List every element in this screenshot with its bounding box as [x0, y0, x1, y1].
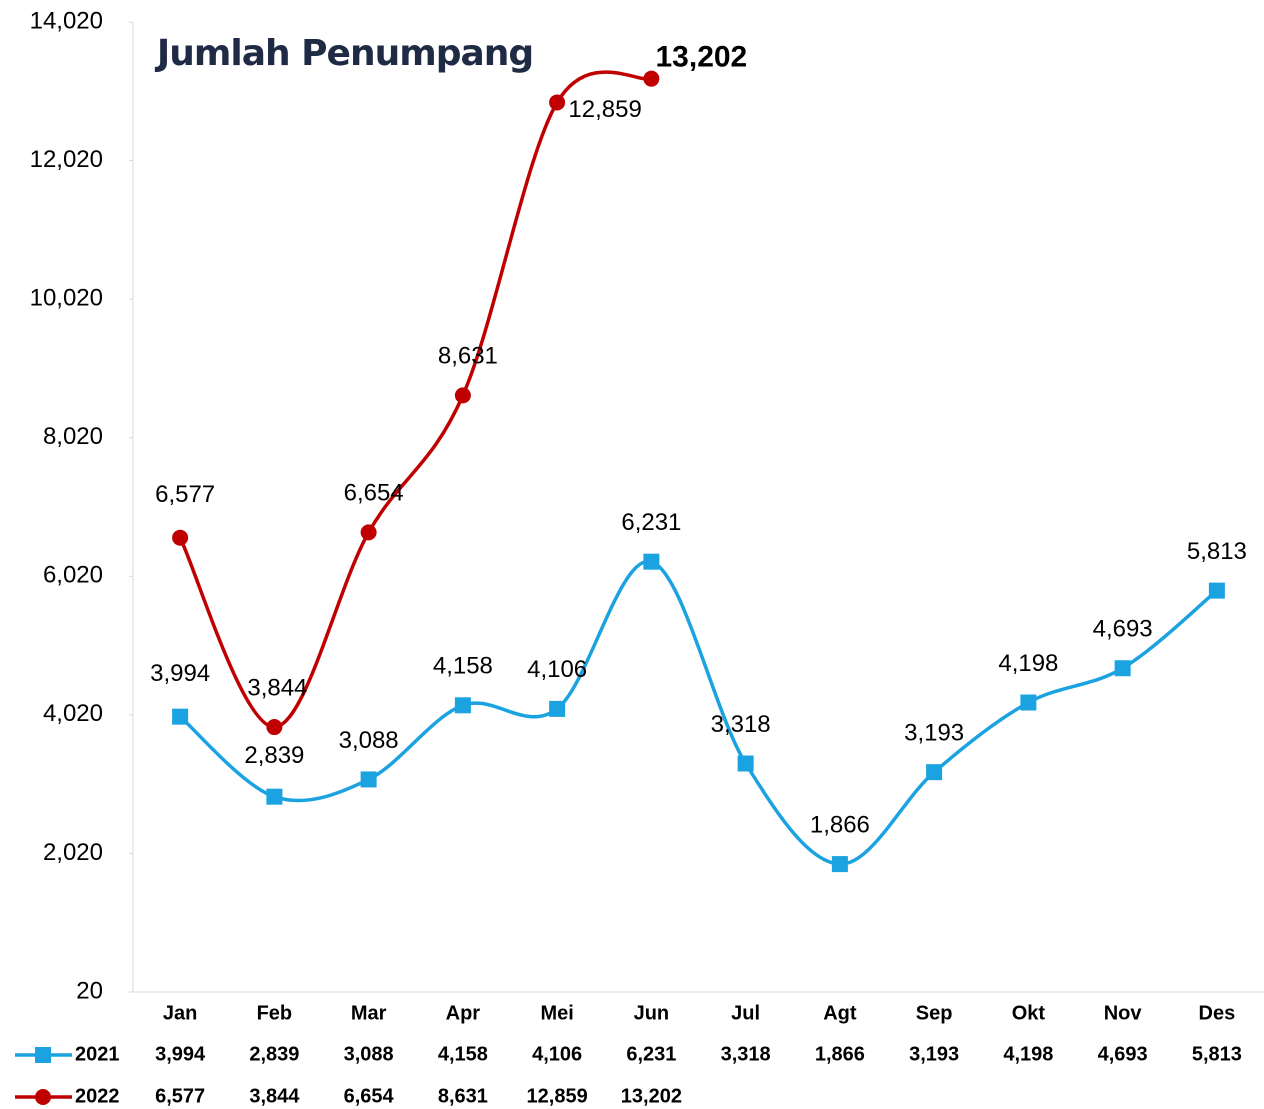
y-tick-label: 4,020	[43, 700, 103, 727]
table-cell: 4,693	[1098, 1043, 1148, 1065]
data-label: 3,193	[904, 720, 964, 747]
table-cell: 6,654	[344, 1085, 395, 1107]
x-tick-label: Feb	[257, 1002, 293, 1024]
data-label: 5,813	[1187, 538, 1247, 565]
x-tick-label: Apr	[446, 1002, 481, 1024]
data-label: 3,994	[150, 660, 210, 687]
table-cell: 6,231	[626, 1043, 676, 1065]
marker	[549, 700, 566, 717]
marker	[172, 708, 189, 725]
marker	[549, 94, 566, 111]
data-label: 13,202	[655, 41, 747, 74]
marker	[1114, 660, 1131, 677]
table-cell: 3,193	[909, 1043, 959, 1065]
table-cell: 12,859	[527, 1085, 588, 1107]
data-label: 4,106	[527, 656, 587, 683]
marker	[926, 764, 943, 781]
series-line	[178, 70, 652, 729]
data-label: 4,198	[998, 650, 1058, 677]
marker	[172, 529, 189, 546]
data-label: 6,231	[621, 509, 681, 536]
data-label: 3,318	[711, 711, 771, 738]
chart-title: Jumlah Penumpang	[154, 33, 533, 74]
x-tick-label: Sep	[916, 1002, 953, 1024]
data-label: 3,844	[247, 674, 307, 701]
marker	[266, 719, 283, 736]
y-tick-label: 8,020	[43, 423, 103, 450]
x-tick-label: Jun	[634, 1002, 670, 1024]
legend-label: 2021	[75, 1043, 120, 1065]
table-cell: 4,158	[438, 1043, 488, 1065]
table-cell: 13,202	[621, 1085, 682, 1107]
table-cell: 2,839	[249, 1043, 299, 1065]
x-tick-label: Jan	[163, 1002, 197, 1024]
x-tick-label: Nov	[1104, 1002, 1143, 1024]
marker	[643, 70, 660, 87]
marker	[643, 553, 660, 570]
marker	[360, 524, 377, 541]
data-label: 1,866	[810, 811, 870, 838]
marker	[1020, 694, 1037, 711]
x-tick-label: Des	[1199, 1002, 1236, 1024]
legend-marker	[35, 1089, 51, 1105]
table-cell: 1,866	[815, 1043, 865, 1065]
y-tick-label: 6,020	[43, 562, 103, 589]
x-tick-label: Mar	[351, 1002, 387, 1024]
table-cell: 4,106	[532, 1043, 582, 1065]
y-tick-label: 10,020	[30, 284, 103, 311]
x-tick-label: Agt	[823, 1002, 857, 1024]
y-tick-label: 20	[76, 977, 103, 1004]
table-cell: 3,844	[249, 1085, 300, 1107]
table-cell: 6,577	[155, 1085, 205, 1107]
marker	[266, 788, 283, 805]
y-tick-label: 14,020	[30, 7, 103, 34]
table-cell: 5,813	[1192, 1043, 1242, 1065]
table-cell: 3,318	[721, 1043, 771, 1065]
data-label: 6,654	[344, 480, 404, 507]
data-label: 3,088	[339, 727, 399, 754]
legend-label: 2022	[75, 1085, 120, 1107]
table-cell: 3,994	[155, 1043, 206, 1065]
data-label: 6,577	[155, 481, 215, 508]
data-label: 4,158	[433, 653, 493, 680]
data-label: 4,693	[1093, 616, 1153, 643]
marker	[454, 697, 471, 714]
table-cell: 3,088	[344, 1043, 394, 1065]
data-label: 12,859	[568, 96, 641, 123]
data-label: 8,631	[438, 343, 498, 370]
x-tick-label: Okt	[1012, 1002, 1046, 1024]
x-tick-label: Jul	[731, 1002, 760, 1024]
data-label: 2,839	[244, 742, 304, 769]
marker	[360, 771, 377, 788]
y-tick-label: 12,020	[30, 146, 103, 173]
marker	[831, 856, 848, 873]
marker	[737, 755, 754, 772]
table-cell: 4,198	[1003, 1043, 1053, 1065]
marker	[1208, 582, 1225, 599]
legend-marker	[35, 1047, 51, 1063]
y-tick-label: 2,020	[43, 839, 103, 866]
table-cell: 8,631	[438, 1085, 488, 1107]
marker	[454, 387, 471, 404]
x-tick-label: Mei	[540, 1002, 573, 1024]
